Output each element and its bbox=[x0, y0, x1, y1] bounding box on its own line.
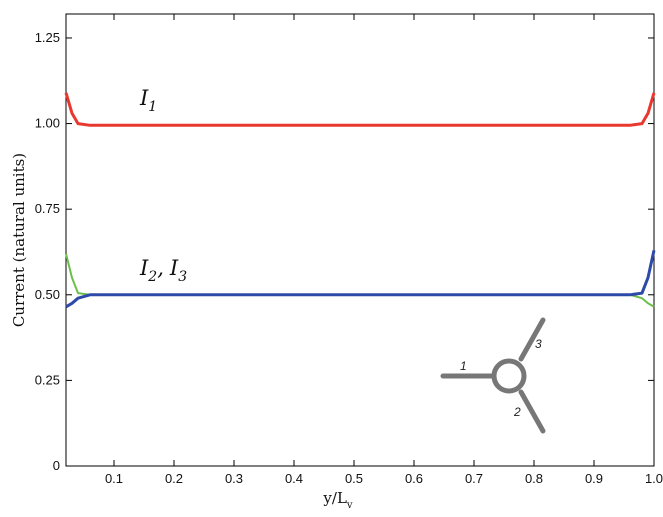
junction-inset: 1 2 3 bbox=[440, 317, 546, 434]
x-tick-label: 0.8 bbox=[525, 471, 543, 486]
junction-label-2: 2 bbox=[513, 405, 521, 419]
series-layer bbox=[64, 92, 656, 309]
y-axis-ticks: 0 0.25 0.50 0.75 1.00 1.25 bbox=[35, 30, 654, 473]
x-axis-label: y/Lv bbox=[322, 489, 353, 511]
series-line-i3 bbox=[65, 249, 656, 309]
series-line-i1 bbox=[64, 92, 656, 127]
y-tick-label: 1.25 bbox=[35, 30, 60, 45]
junction-label-3: 3 bbox=[535, 337, 542, 351]
annotation-i2-i3: I2, I3 bbox=[139, 256, 187, 285]
annotation-i1: I1 bbox=[139, 86, 157, 115]
y-tick-label: 0.75 bbox=[35, 201, 60, 216]
y-axis-label: Current (natural units) bbox=[10, 153, 28, 327]
x-tick-label: 0.3 bbox=[225, 471, 243, 486]
x-tick-label: 1.0 bbox=[645, 471, 663, 486]
junction-branch-3 bbox=[518, 317, 546, 362]
y-tick-label: 1.00 bbox=[35, 116, 60, 131]
junction-branch-2 bbox=[518, 389, 546, 434]
x-tick-label: 0.1 bbox=[105, 471, 123, 486]
x-tick-label: 0.2 bbox=[165, 471, 183, 486]
x-tick-label: 0.5 bbox=[345, 471, 363, 486]
plot-frame bbox=[65, 13, 655, 467]
x-tick-label: 0.6 bbox=[405, 471, 423, 486]
x-axis-ticks: 0.1 0.2 0.3 0.4 0.5 0.6 0.7 0.8 0.9 1.0 bbox=[105, 14, 663, 486]
y-tick-label: 0 bbox=[53, 458, 60, 473]
y-tick-label: 0.50 bbox=[35, 287, 60, 302]
x-tick-label: 0.4 bbox=[285, 471, 303, 486]
y-tick-label: 0.25 bbox=[35, 372, 60, 387]
x-tick-label: 0.7 bbox=[465, 471, 483, 486]
x-tick-label: 0.9 bbox=[585, 471, 603, 486]
junction-label-1: 1 bbox=[460, 359, 467, 373]
junction-ring bbox=[491, 358, 527, 394]
